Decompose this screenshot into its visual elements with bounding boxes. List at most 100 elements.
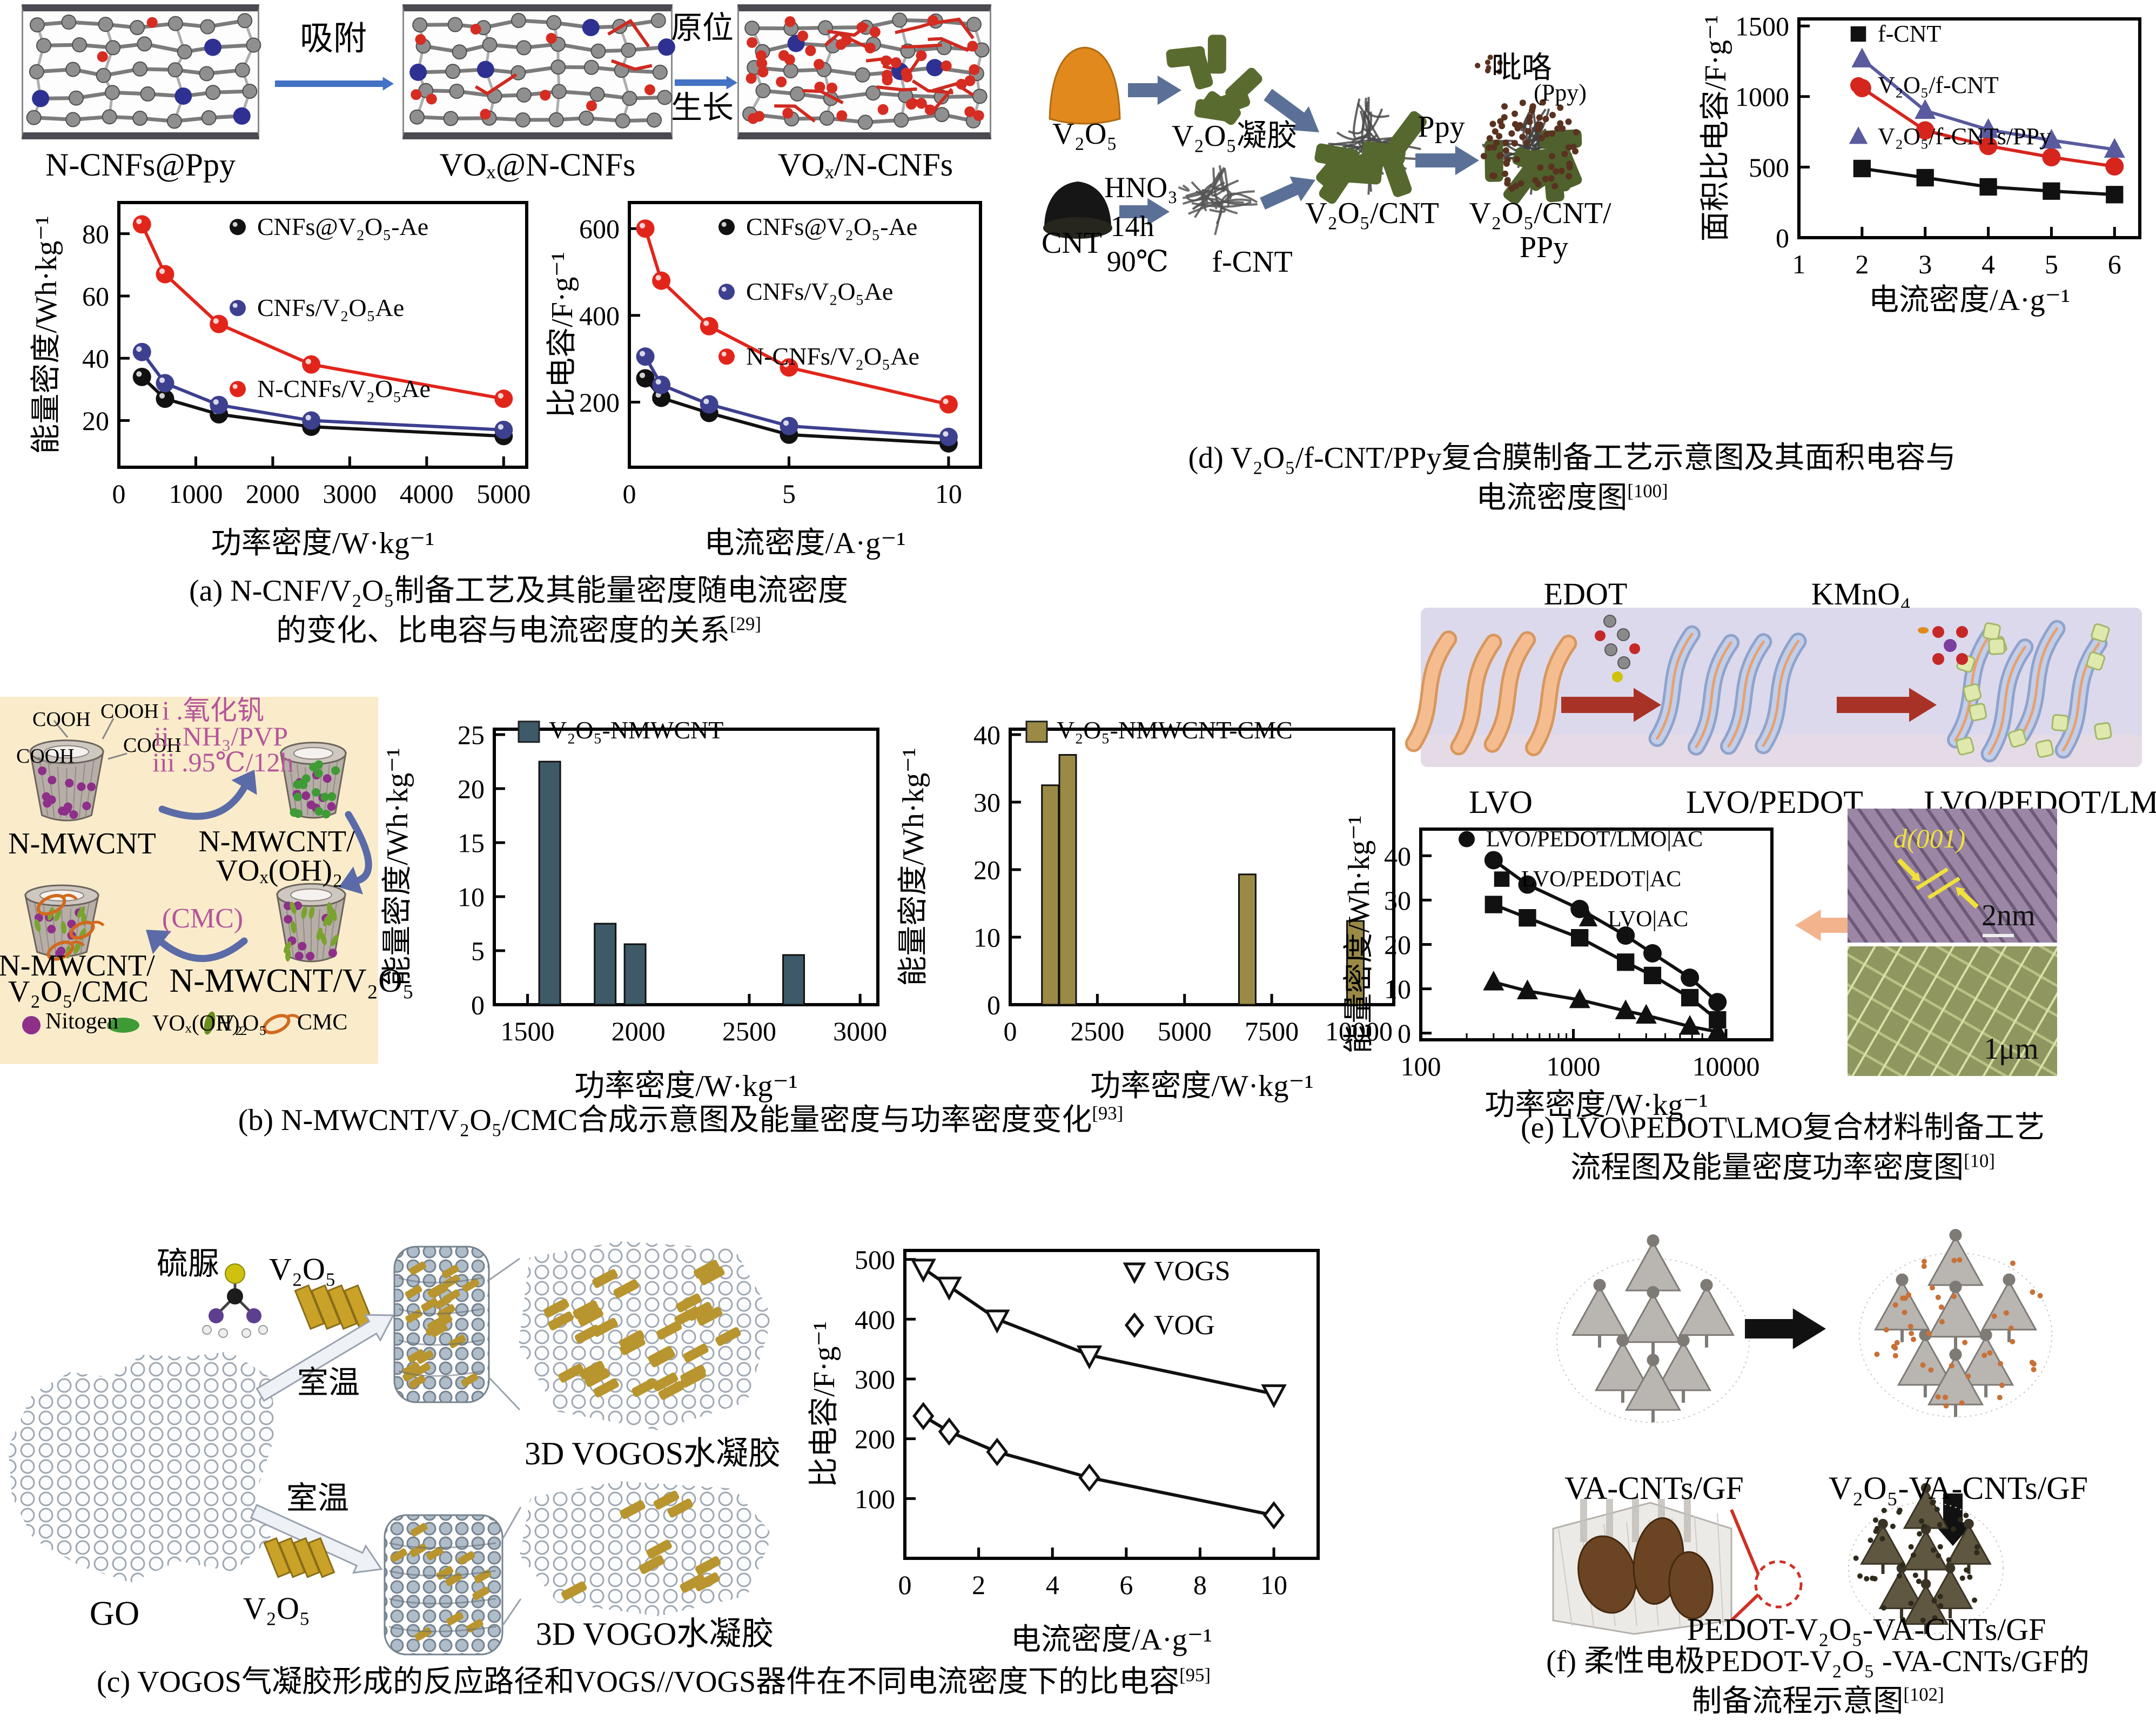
svg-text:1000: 1000 [1735, 82, 1789, 112]
svg-text:1500: 1500 [1735, 11, 1789, 42]
final-label-l1: V₂O₅/CNT/ [1469, 197, 1611, 231]
molecule-image-ncnfs-ppy [22, 4, 259, 139]
svg-text:7500: 7500 [1245, 1016, 1299, 1046]
d001-label: d(001) [1893, 824, 1965, 853]
molecule-art-2 [404, 11, 671, 131]
svg-text:2000: 2000 [612, 1016, 666, 1046]
svg-text:功率密度/W·kg⁻¹: 功率密度/W·kg⁻¹ [1090, 1069, 1313, 1103]
tube2-label-l2: VOₓ(OH)₂ [216, 855, 343, 888]
panel-a: 吸附 原位 生长 N-CNFs@Ppy VOₓ@N-CNFs VOₓ/N-CNF… [0, 0, 997, 670]
svg-text:500: 500 [855, 1245, 895, 1275]
v2o5-top-label: V₂O₅ [269, 1252, 336, 1287]
cooh-label-1: COOH [32, 709, 91, 731]
svg-text:3: 3 [1918, 249, 1932, 279]
svg-text:能量密度/Wh·kg⁻¹: 能量密度/Wh·kg⁻¹ [381, 748, 414, 986]
svg-text:LVO/PEDOT|AC: LVO/PEDOT|AC [1521, 867, 1681, 892]
svg-text:能量密度/Wh·kg⁻¹: 能量密度/Wh·kg⁻¹ [897, 748, 930, 986]
svg-text:CNFs/V₂O₅Ae: CNFs/V₂O₅Ae [257, 294, 404, 321]
svg-text:3000: 3000 [323, 479, 377, 509]
time-label: 14h [1111, 211, 1154, 243]
sem-scale-label: 1μm [1984, 1033, 2039, 1066]
vogos-label: 3D VOGOS水凝胶 [525, 1436, 781, 1471]
svg-text:5: 5 [2045, 249, 2058, 279]
final-label-l2: PPy [1520, 231, 1568, 265]
svg-text:电流密度/A·g⁻¹: 电流密度/A·g⁻¹ [704, 527, 906, 560]
thiourea-label: 硫脲 [157, 1247, 219, 1281]
svg-text:8: 8 [1193, 1570, 1207, 1600]
v2o5-gel-label: V₂O₅凝胶 [1172, 120, 1297, 153]
right-arrow-icon [268, 64, 401, 104]
svg-text:600: 600 [579, 214, 620, 244]
svg-text:面积比电容/F·g⁻¹: 面积比电容/F·g⁻¹ [1699, 15, 1732, 242]
svg-text:0: 0 [1776, 223, 1789, 253]
cooh-label-2: COOH [100, 701, 159, 723]
svg-text:400: 400 [855, 1304, 895, 1335]
vogo-label: 3D VOGO水凝胶 [536, 1616, 774, 1652]
hno3-label: HNO₃ [1104, 172, 1178, 204]
svg-text:2: 2 [1855, 249, 1869, 279]
svg-text:V₂O₅-NMWCNT-CMC: V₂O₅-NMWCNT-CMC [1057, 716, 1293, 744]
svg-text:能量密度/Wh·kg⁻¹: 能量密度/Wh·kg⁻¹ [1342, 815, 1376, 1053]
svg-text:0: 0 [112, 479, 126, 509]
svg-text:V₂O₅-NMWCNT: V₂O₅-NMWCNT [549, 716, 723, 744]
v2o5-bottom-label: V₂O₅ [243, 1591, 310, 1626]
caption-b: (b) N-MWCNT/V₂O₅/CMC合成示意图及能量密度与功率密度变化[93… [205, 1101, 1156, 1141]
svg-text:4000: 4000 [400, 479, 454, 509]
tube4-label-l2: V₂O₅/CMC [8, 976, 149, 1009]
svg-text:10: 10 [935, 479, 962, 509]
cooh-label-4: COOH [16, 745, 75, 768]
svg-text:4: 4 [1046, 1570, 1059, 1600]
svg-text:40: 40 [1384, 841, 1411, 871]
svg-text:10: 10 [458, 882, 485, 912]
caption-d: (d) V₂O₅/f-CNT/PPy复合膜制备工艺示意图及其面积电容与 电流密度… [1151, 439, 1993, 519]
molecule-image-vox-ncnfs [737, 4, 991, 139]
svg-text:1: 1 [1792, 249, 1806, 279]
svg-text:6: 6 [2108, 249, 2121, 279]
svg-text:60: 60 [82, 281, 109, 311]
svg-text:20: 20 [458, 774, 485, 804]
structure-label-1: N-CNFs@Ppy [45, 147, 236, 183]
insitu-growth-label-l1: 原位 [671, 11, 734, 45]
svg-text:3000: 3000 [833, 1016, 887, 1046]
svg-text:V₂O₅/f-CNT: V₂O₅/f-CNT [1878, 72, 1999, 98]
tem-image: d(001) 2nm [1848, 809, 2057, 943]
svg-text:电流密度/A·g⁻¹: 电流密度/A·g⁻¹ [1011, 1623, 1212, 1657]
svg-text:CNFs@V₂O₅-Ae: CNFs@V₂O₅-Ae [257, 213, 428, 240]
svg-text:LVO/PEDOT/LMO|AC: LVO/PEDOT/LMO|AC [1486, 827, 1703, 852]
go-label: GO [90, 1595, 139, 1632]
svg-text:2000: 2000 [246, 479, 300, 509]
structure-label-2: VOₓ@N-CNFs [440, 147, 636, 183]
svg-text:40: 40 [973, 720, 1000, 750]
svg-text:能量密度/Wh·kg⁻¹: 能量密度/Wh·kg⁻¹ [30, 216, 63, 454]
svg-text:f-CNT: f-CNT [1878, 21, 1941, 47]
svg-text:VOGS: VOGS [1154, 1256, 1231, 1287]
svg-text:功率密度/W·kg⁻¹: 功率密度/W·kg⁻¹ [211, 527, 434, 560]
svg-text:0: 0 [471, 990, 485, 1020]
molecule-image-vox-at-ncnfs [402, 4, 673, 139]
cnt-label: CNT [1042, 227, 1102, 260]
panel-f: VA-CNTs/GF V₂O₅-VA-CNTs/GF PEDOT-V₂O₅-VA… [1491, 1226, 2156, 1711]
legend-nitrogen-label: Nitogen [45, 1009, 118, 1034]
svg-text:20: 20 [82, 406, 109, 436]
svg-text:80: 80 [82, 219, 109, 249]
svg-text:10: 10 [1260, 1570, 1287, 1600]
ppy-paren-label: (Ppy) [1534, 80, 1587, 106]
tube1-label: N-MWCNT [8, 828, 156, 861]
svg-text:400: 400 [579, 300, 620, 331]
svg-text:1500: 1500 [501, 1016, 555, 1046]
structure-label-3: VOₓ/N-CNFs [778, 147, 953, 183]
caption-c: (c) VOGOS气凝胶形成的反应路径和VOGS//VOGS器件在不同电流密度下… [43, 1663, 1264, 1703]
va-cnts-gf-label: VA-CNTs/GF [1564, 1470, 1743, 1506]
v2o5-cnt-label: V₂O₅/CNT [1305, 197, 1439, 231]
svg-text:20: 20 [1384, 930, 1411, 960]
tem-scale-label: 2nm [1982, 899, 2036, 933]
